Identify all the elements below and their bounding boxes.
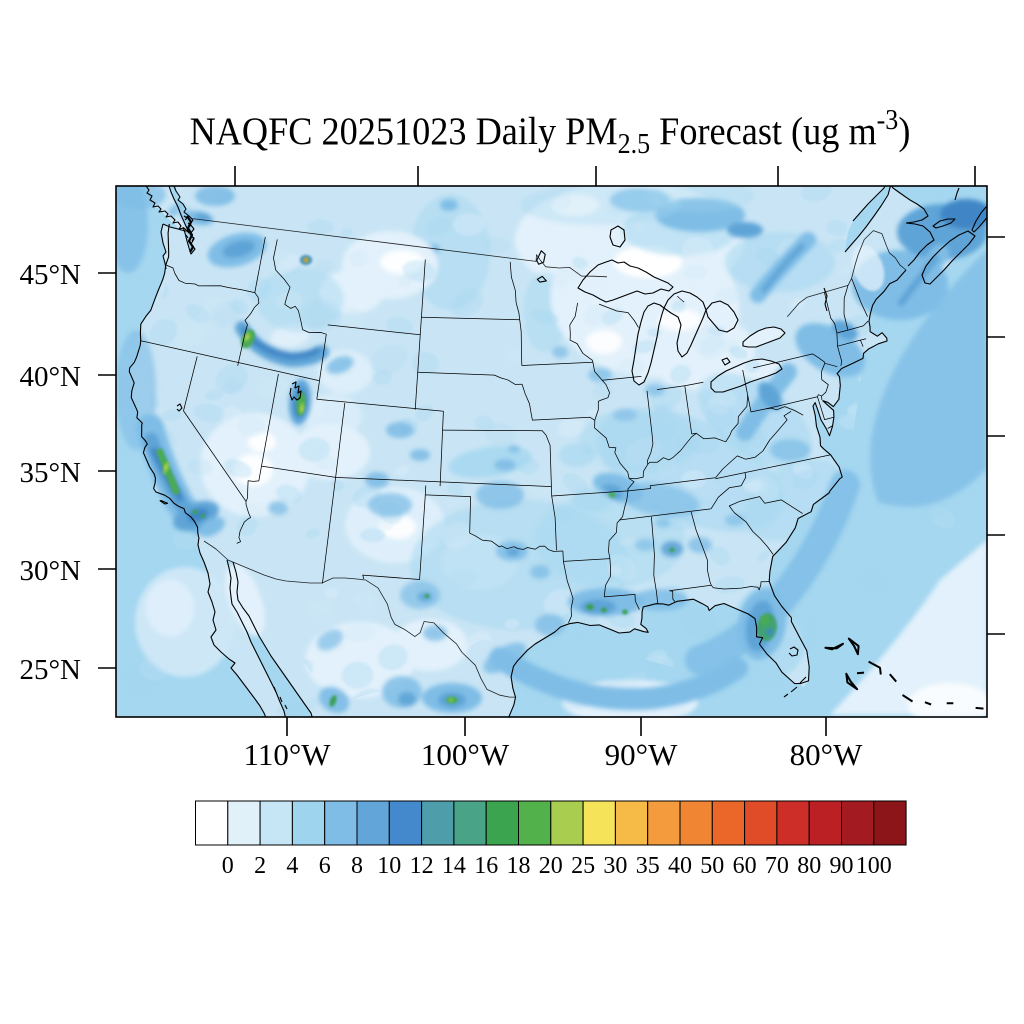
svg-text:35: 35 bbox=[636, 853, 660, 879]
svg-text:80: 80 bbox=[797, 853, 821, 879]
svg-text:45°N: 45°N bbox=[19, 259, 81, 291]
svg-text:100°W: 100°W bbox=[421, 737, 510, 772]
svg-text:0: 0 bbox=[222, 853, 234, 879]
svg-text:100: 100 bbox=[856, 853, 892, 879]
svg-text:4: 4 bbox=[286, 853, 298, 879]
svg-text:18: 18 bbox=[507, 853, 531, 879]
svg-text:90: 90 bbox=[830, 853, 854, 879]
svg-text:40: 40 bbox=[668, 853, 692, 879]
svg-text:25°N: 25°N bbox=[19, 654, 81, 686]
svg-text:60: 60 bbox=[733, 853, 757, 879]
svg-text:90°W: 90°W bbox=[605, 737, 678, 772]
svg-text:NAQFC 20251023 Daily PM2.5 For: NAQFC 20251023 Daily PM2.5 Forecast (ug … bbox=[190, 104, 911, 159]
svg-text:20: 20 bbox=[539, 853, 563, 879]
svg-text:25: 25 bbox=[571, 853, 595, 879]
svg-text:80°W: 80°W bbox=[790, 737, 863, 772]
svg-text:40°N: 40°N bbox=[19, 361, 81, 393]
svg-text:6: 6 bbox=[319, 853, 331, 879]
svg-text:14: 14 bbox=[442, 853, 466, 879]
svg-text:50: 50 bbox=[700, 853, 724, 879]
svg-text:2: 2 bbox=[254, 853, 266, 879]
svg-text:30: 30 bbox=[603, 853, 627, 879]
svg-text:30°N: 30°N bbox=[19, 555, 81, 587]
svg-text:8: 8 bbox=[351, 853, 363, 879]
svg-text:12: 12 bbox=[410, 853, 434, 879]
svg-text:70: 70 bbox=[765, 853, 789, 879]
svg-text:110°W: 110°W bbox=[243, 737, 331, 772]
svg-text:35°N: 35°N bbox=[19, 457, 81, 489]
svg-text:10: 10 bbox=[377, 853, 401, 879]
svg-text:16: 16 bbox=[474, 853, 498, 879]
